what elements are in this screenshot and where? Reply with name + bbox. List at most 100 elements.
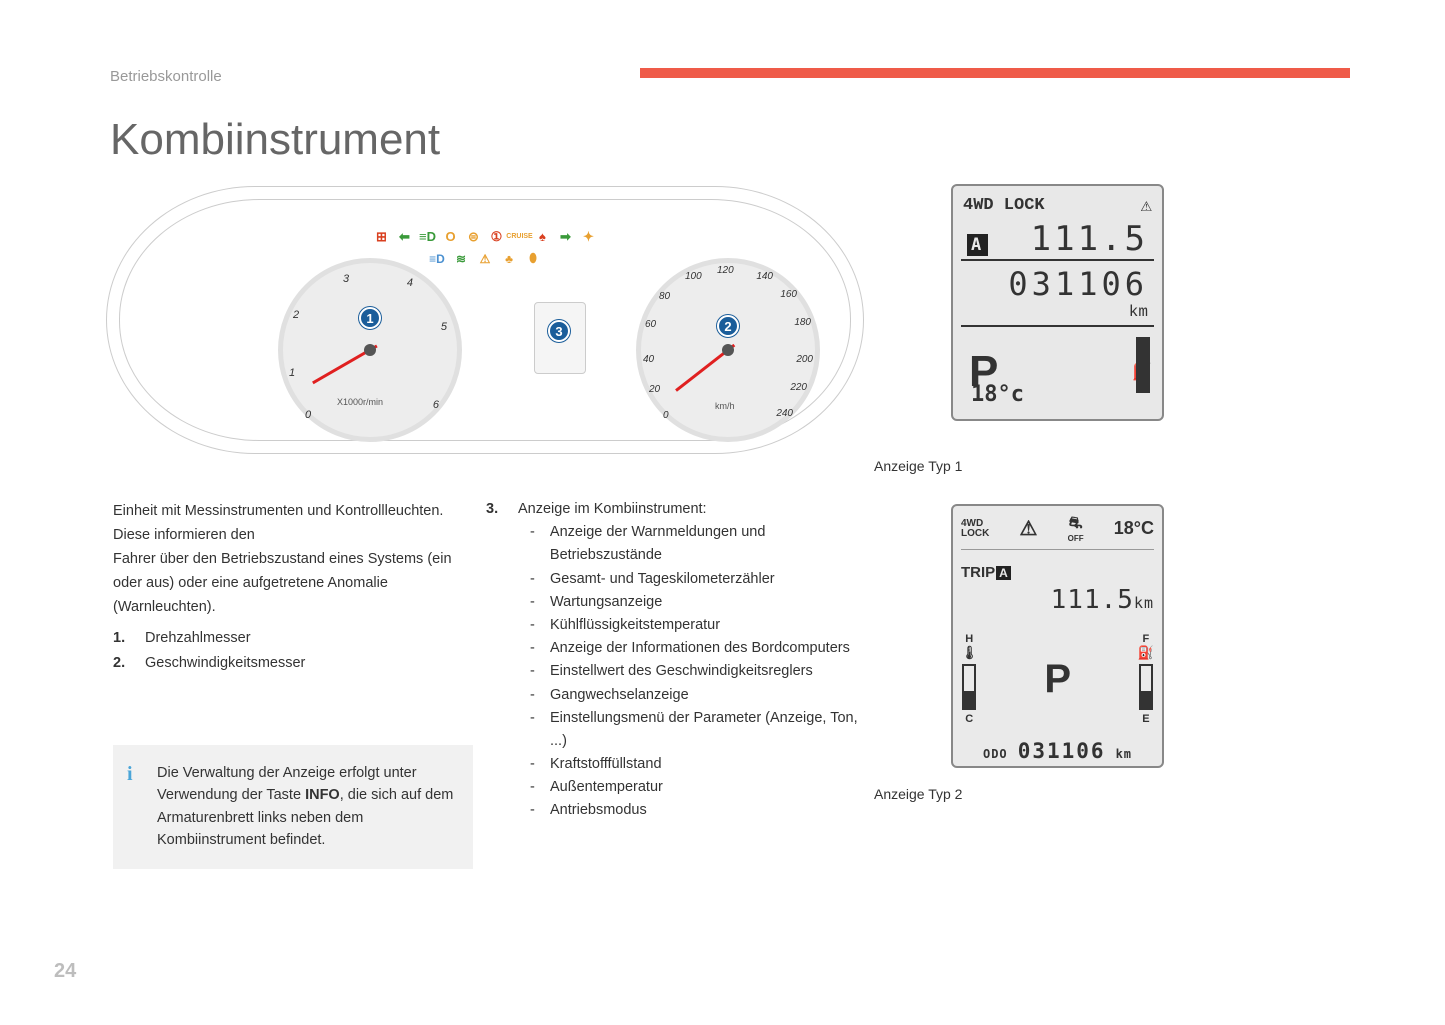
- indicator-icon: ⊞: [375, 230, 389, 243]
- info-box: i Die Verwaltung der Anzeige erfolgt unt…: [113, 745, 473, 869]
- indicator-icon: ⚠: [478, 252, 492, 265]
- indicator-icon: ⬮: [526, 252, 540, 265]
- d2-trip-a: A: [996, 566, 1011, 580]
- dash: -: [530, 614, 538, 637]
- list-label: Geschwindigkeitsmesser: [145, 652, 305, 675]
- sublist-text: Anzeige der Informationen des Bordcomput…: [550, 637, 850, 660]
- indicator-icon: ≡D: [421, 230, 435, 243]
- header-accent-bar: [640, 68, 1350, 78]
- sublist-item: -Einstellwert des Geschwindigkeitsregler…: [530, 660, 878, 683]
- tach-tick: 0: [305, 409, 311, 421]
- dash: -: [530, 707, 538, 753]
- esp-icon: ⛐: [1069, 514, 1083, 534]
- thermometer-icon: 🌡: [961, 645, 978, 661]
- callout-3: 3: [548, 320, 570, 342]
- intro-paragraph: Einheit mit Messinstrumenten und Kontrol…: [113, 500, 463, 620]
- sublist-text: Antriebsmodus: [550, 799, 647, 822]
- d2-mode: 4WD LOCK: [961, 519, 989, 539]
- tach-hub: [364, 344, 376, 356]
- list-num: 1.: [113, 627, 131, 650]
- callout-1: 1: [359, 307, 381, 329]
- list-label: Drehzahlmesser: [145, 627, 251, 650]
- speed-unit: km/h: [715, 401, 735, 411]
- sublist-item: -Anzeige der Informationen des Bordcompu…: [530, 637, 878, 660]
- d2-fuel-gauge: F ⛽ E: [1138, 633, 1154, 725]
- sublist-text: Kraftstofffüllstand: [550, 753, 662, 776]
- tach-tick: 1: [289, 367, 295, 379]
- dash: -: [530, 776, 538, 799]
- intro-line: Fahrer über den Betriebszustand eines Sy…: [113, 551, 452, 615]
- d1-trip-a: A: [967, 234, 988, 256]
- info-icon: i: [127, 759, 133, 790]
- indicator-icon: ⊜: [467, 230, 481, 243]
- sublist-text: Gesamt- und Tageskilometerzähler: [550, 568, 775, 591]
- esp-off: OFF: [1068, 534, 1084, 543]
- instrument-cluster-diagram: ⊞⬅≡DO⊜①CRUISE♠➡✦ ≡D≋⚠♣⬮ 1 X1000r/min 0 1…: [106, 186, 864, 454]
- sublist-item: -Gangwechselanzeige: [530, 684, 878, 707]
- indicator-icon: CRUISE: [513, 230, 527, 243]
- speed-tick: 0: [663, 410, 669, 421]
- display-type-2: 4WD LOCK ⚠ ⛐ OFF 18°C TRIPA 111.5km H 🌡 …: [951, 504, 1164, 768]
- d2-gear: P: [1044, 657, 1071, 702]
- sublist-item: -Gesamt- und Tageskilometerzähler: [530, 568, 878, 591]
- d2-odo-label: ODO: [983, 747, 1008, 761]
- dash: -: [530, 591, 538, 614]
- list-item: 2. Geschwindigkeitsmesser: [113, 652, 305, 675]
- indicator-lights-row1: ⊞⬅≡DO⊜①CRUISE♠➡✦: [375, 230, 596, 243]
- display2-caption: Anzeige Typ 2: [874, 786, 962, 802]
- d2-odo-value: 031106: [1018, 739, 1106, 763]
- gauge-c: C: [965, 713, 973, 725]
- sublist-text: Wartungsanzeige: [550, 591, 662, 614]
- sublist-item: -Einstellungsmenü der Parameter (Anzeige…: [530, 707, 878, 753]
- sublist-text: Außentemperatur: [550, 776, 663, 799]
- tach-tick: 2: [293, 309, 299, 321]
- warning-icon: ⚠: [1020, 516, 1038, 541]
- indicator-icon: O: [444, 230, 458, 243]
- section-label: Betriebskontrolle: [110, 68, 222, 85]
- speedometer-gauge: 2 km/h 0 20 40 60 80 100 120 140 160 180…: [636, 258, 820, 442]
- indicator-lights-row2: ≡D≋⚠♣⬮: [430, 252, 540, 265]
- sublist-text: Anzeige der Warnmeldungen und Betriebszu…: [550, 521, 878, 567]
- warning-icon: ⚠: [1141, 194, 1152, 217]
- sublist-item: -Kühlflüssigkeitstemperatur: [530, 614, 878, 637]
- display1-caption: Anzeige Typ 1: [874, 458, 962, 474]
- list-item: 1. Drehzahlmesser: [113, 627, 305, 650]
- sublist-item: -Antriebsmodus: [530, 799, 878, 822]
- indicator-icon: ✦: [582, 230, 596, 243]
- sublist-text: Kühlflüssigkeitstemperatur: [550, 614, 720, 637]
- sublist-item: -Kraftstofffüllstand: [530, 753, 878, 776]
- d2-trip-label: TRIP: [961, 564, 995, 581]
- tachometer-gauge: 1 X1000r/min 0 1 2 3 4 5 6: [278, 258, 462, 442]
- sublist-text: Gangwechselanzeige: [550, 684, 689, 707]
- page-number: 24: [54, 960, 76, 983]
- d1-temp: 18°c: [971, 382, 1024, 407]
- indicator-icon: ≋: [454, 252, 468, 265]
- list-head: Anzeige im Kombiinstrument:: [518, 498, 707, 521]
- d2-coolant-gauge: H 🌡 C: [961, 633, 978, 725]
- callout-2: 2: [717, 315, 739, 337]
- sublist-item: -Wartungsanzeige: [530, 591, 878, 614]
- speed-tick: 180: [794, 317, 811, 328]
- speed-tick: 80: [659, 291, 670, 302]
- d1-unit: km: [961, 303, 1154, 327]
- d2-trip-unit: km: [1134, 594, 1154, 612]
- indicator-icon: ⬅: [398, 230, 412, 243]
- sublist: - Anzeige der Warnmeldungen und Betriebsz…: [530, 521, 878, 822]
- tach-tick: 6: [433, 399, 439, 411]
- intro-line: Einheit mit Messinstrumenten und Kontrol…: [113, 503, 443, 543]
- tach-tick: 4: [407, 277, 413, 289]
- speed-tick: 200: [796, 354, 813, 365]
- sublist-item: -Außentemperatur: [530, 776, 878, 799]
- sublist-text: Einstellungsmenü der Parameter (Anzeige,…: [550, 707, 878, 753]
- d1-mode: 4WD LOCK: [963, 196, 1045, 215]
- speed-tick: 60: [645, 319, 656, 330]
- list-num: 2.: [113, 652, 131, 675]
- d2-temp: 18°C: [1114, 518, 1154, 539]
- tach-tick: 5: [441, 321, 447, 333]
- dash: -: [530, 684, 538, 707]
- indicator-icon: ①: [490, 230, 504, 243]
- speed-tick: 100: [685, 271, 702, 282]
- fuel-bar: [1136, 337, 1150, 393]
- page-title: Kombiinstrument: [110, 115, 440, 165]
- dash: -: [530, 753, 538, 776]
